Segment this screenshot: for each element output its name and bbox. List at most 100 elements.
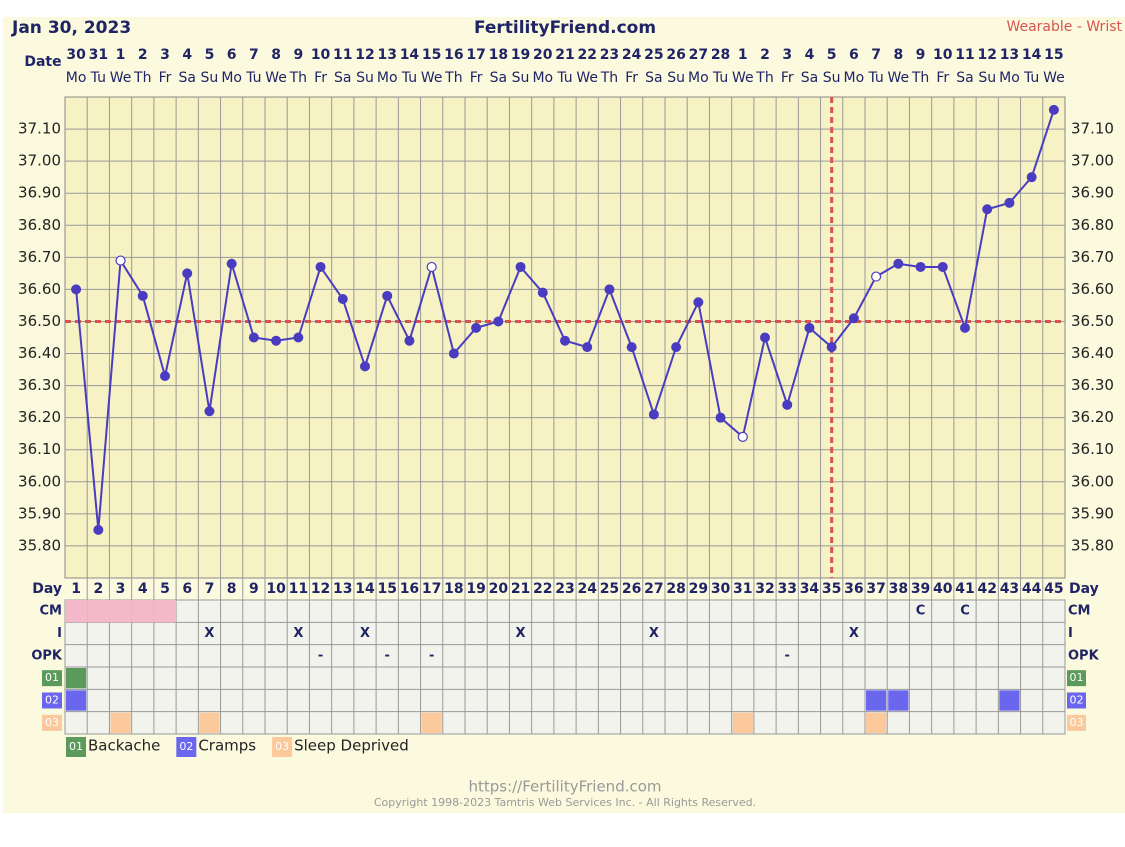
row-label: 02: [45, 693, 59, 706]
temperature-point: [1048, 104, 1059, 115]
day-number: 4: [138, 581, 148, 597]
copyright: Copyright 1998-2023 Tamtris Web Services…: [374, 796, 756, 809]
weekday-label: Th: [133, 70, 151, 86]
temperature-point: [337, 294, 348, 305]
day-number: 15: [377, 581, 396, 597]
symptom-cell: [199, 712, 220, 733]
symptom-cell: [866, 712, 887, 733]
weekday-label: Sa: [334, 70, 351, 86]
day-number: 29: [689, 581, 708, 597]
day-number: 36: [844, 581, 863, 597]
date-label: 8: [271, 47, 281, 63]
date-label: 14: [1022, 47, 1042, 63]
day-number: 3: [116, 581, 126, 597]
y-tick-label: 36.50: [18, 312, 61, 330]
y-tick-label: 36.30: [1071, 376, 1114, 394]
cell-entry: -: [785, 648, 790, 663]
cell-entry: X: [649, 626, 659, 641]
temperature-point: [137, 290, 148, 301]
symptom-badge: [42, 714, 62, 731]
date-label: 1: [738, 47, 748, 63]
day-number: 5: [160, 581, 170, 597]
cell-entry: C: [960, 604, 970, 619]
day-number: 14: [355, 581, 375, 597]
day-number: 17: [422, 581, 441, 597]
weekday-label: We: [265, 70, 287, 86]
date-label: 7: [871, 47, 881, 63]
weekday-label: Th: [911, 70, 929, 86]
date-label: 19: [511, 47, 530, 63]
y-tick-label: 35.90: [18, 504, 61, 522]
date-label: 11: [955, 47, 974, 63]
weekday-label: Sa: [956, 70, 973, 86]
temperature-point: [515, 261, 526, 272]
y-tick-label: 36.90: [18, 184, 61, 202]
legend-label: Sleep Deprived: [294, 737, 409, 755]
legend-code: 03: [275, 740, 289, 753]
day-label: Day: [32, 581, 62, 597]
weekday-label: Su: [978, 70, 996, 86]
shaded-cell: [65, 600, 88, 623]
day-number: 44: [1022, 581, 1042, 597]
weekday-label: Mo: [999, 70, 1020, 86]
weekday-label: We: [732, 70, 754, 86]
y-tick-label: 36.10: [1071, 440, 1114, 458]
date-label: 16: [444, 47, 463, 63]
y-tick-label: 36.70: [18, 248, 61, 266]
date-label: 30: [66, 47, 86, 63]
weekday-label: Th: [600, 70, 618, 86]
symptom-badge: [1067, 714, 1086, 731]
weekday-label: Fr: [936, 70, 949, 86]
temperature-point: [204, 406, 215, 417]
row-label: 01: [45, 671, 59, 684]
temperature-point: [671, 342, 682, 353]
temperature-point: [648, 409, 659, 420]
day-number: 31: [733, 581, 752, 597]
temperature-point: [160, 370, 170, 381]
date-label: 12: [355, 47, 374, 63]
temperature-point: [626, 342, 637, 353]
temperature-point: [271, 335, 282, 346]
y-tick-label: 36.60: [18, 280, 61, 298]
day-number: 16: [400, 581, 419, 597]
day-number: 13: [333, 581, 352, 597]
day-number: 25: [600, 581, 619, 597]
weekday-label: We: [421, 70, 443, 86]
row-label: 03: [1070, 716, 1084, 729]
day-number: 20: [489, 581, 509, 597]
legend-code: 01: [69, 740, 83, 753]
temperature-point: [115, 255, 126, 266]
temperature-point: [871, 271, 882, 282]
weekday-label: Sa: [801, 70, 818, 86]
day-number: 19: [466, 581, 485, 597]
date-label: 12: [977, 47, 996, 63]
temperature-point: [248, 332, 259, 343]
row-label: I: [57, 626, 62, 641]
temperature-point: [93, 524, 104, 535]
y-tick-label: 36.00: [18, 472, 61, 490]
temperature-point: [537, 287, 548, 298]
temperature-point: [71, 284, 82, 295]
y-tick-label: 36.80: [1071, 216, 1114, 234]
y-tick-label: 35.90: [1071, 504, 1114, 522]
temperature-point: [693, 297, 704, 308]
date-label: 23: [600, 47, 619, 63]
date-label: 5: [205, 47, 215, 63]
weekday-label: We: [110, 70, 132, 86]
weekday-label: Su: [201, 70, 219, 86]
y-tick-label: 36.30: [18, 376, 61, 394]
weekday-label: Fr: [781, 70, 794, 86]
weekday-label: Su: [667, 70, 685, 86]
temperature-point: [404, 335, 415, 346]
weekday-label: Sa: [645, 70, 662, 86]
x-label: Date: [24, 54, 61, 70]
date-label: 5: [827, 47, 837, 63]
y-tick-label: 36.80: [18, 216, 61, 234]
cell-entry: X: [204, 626, 214, 641]
day-number: 32: [755, 581, 774, 597]
cell-entry: X: [849, 626, 859, 641]
cell-entry: -: [385, 648, 390, 663]
day-number: 27: [644, 581, 663, 597]
date-label: 22: [577, 47, 596, 63]
row-label: 03: [45, 716, 59, 729]
